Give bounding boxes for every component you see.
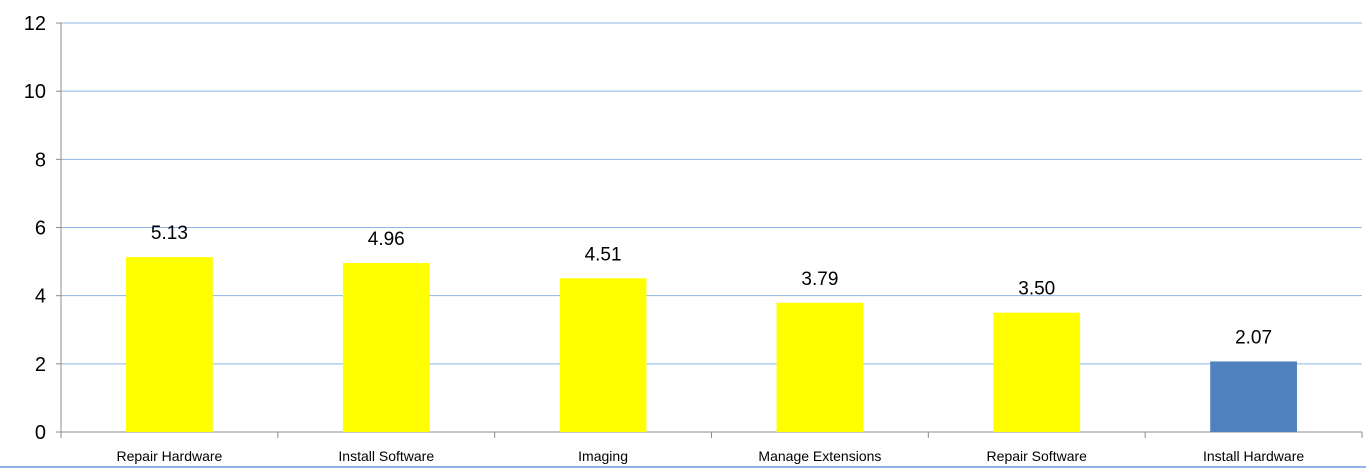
bar-install-hardware [1210,361,1297,432]
y-tick-label: 12 [24,13,46,35]
category-label: Manage Extensions [758,448,881,464]
category-label: Install Software [338,448,434,464]
x-axis-category-labels: Repair Hardware Install Software Imaging Ma… [117,448,1305,464]
y-tick-label: 0 [35,422,46,444]
data-label: 5.13 [151,223,188,244]
y-axis-tick-labels: 0 2 4 6 8 10 12 [24,13,46,444]
y-tick-label: 8 [35,149,46,171]
data-label: 3.50 [1018,279,1055,300]
axes [0,22,1366,468]
bar-repair-hardware [126,257,213,432]
bar-install-software [342,262,430,432]
y-tick-label: 10 [24,81,46,103]
bar-repair-software [993,312,1081,432]
y-tick-label: 4 [35,286,46,308]
bar-imaging [559,278,647,432]
y-tick-label: 2 [35,354,46,376]
data-label: 4.96 [368,229,405,250]
bar-manage-extensions [776,302,864,432]
category-label: Repair Hardware [117,448,223,464]
category-label: Repair Software [987,448,1088,464]
bars [126,257,1297,432]
data-label: 2.07 [1235,327,1272,348]
category-label: Imaging [578,448,628,464]
grid-lines [61,22,1362,365]
y-tick-label: 6 [35,218,46,240]
data-label: 3.79 [801,269,838,290]
category-label: Install Hardware [1203,448,1304,464]
data-label: 4.51 [585,244,622,265]
data-labels: 5.13 4.96 4.51 3.79 3.50 2.07 [151,223,1272,348]
